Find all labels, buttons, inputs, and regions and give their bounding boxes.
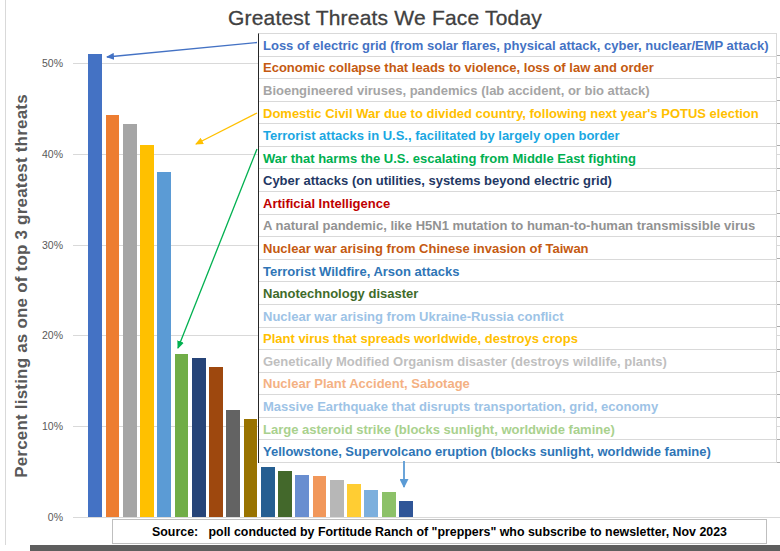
bar-17 (364, 490, 378, 517)
bar-8 (209, 367, 223, 517)
threat-label-row-15: Genetically Modified Organism disaster (… (259, 350, 776, 373)
bar-16 (347, 484, 361, 517)
threat-label-text: Nanotechnology disaster (263, 286, 418, 301)
bar-6 (175, 354, 189, 517)
threat-label-row-19: Yellowstone, Supervolcano eruption (bloc… (259, 440, 776, 463)
threat-label-text: Artificial Intelligence (263, 195, 390, 210)
threat-label-text: Cyber attacks (on utilities, systems bey… (263, 173, 612, 188)
threat-label-text: Bioengineered viruses, pandemics (lab ac… (263, 82, 650, 97)
bar-15 (330, 480, 344, 517)
gridline-0% (73, 517, 780, 518)
threat-label-row-16: Nuclear Plant Accident, Sabotage (259, 373, 776, 396)
threat-label-row-13: Nuclear war arising from Ukraine-Russia … (259, 305, 776, 328)
threat-label-text: Nuclear Plant Accident, Sabotage (263, 376, 470, 391)
threat-label-row-10: Nuclear war arising from Chinese invasio… (259, 237, 776, 260)
threat-label-text: Genetically Modified Organism disaster (… (263, 353, 667, 368)
threat-label-row-5: Terrorist attacks in U.S., facilitated b… (259, 124, 776, 147)
annotation-arrow-3 (178, 149, 257, 348)
threat-label-row-9: A natural pandemic, like H5N1 mutation t… (259, 215, 776, 238)
annotation-arrow-2 (196, 113, 257, 144)
bar-5 (157, 172, 171, 517)
threat-label-row-2: Economic collapse that leads to violence… (259, 57, 776, 80)
source-box: Source: poll conducted by Fortitude Ranc… (112, 519, 767, 544)
threat-label-row-17: Massive Earthquake that disrupts transpo… (259, 395, 776, 418)
bar-13 (295, 475, 309, 517)
bar-2 (106, 115, 120, 517)
chart-shadow-bottom (30, 545, 780, 551)
bar-12 (278, 471, 292, 517)
threat-label-text: Yellowstone, Supervolcano eruption (bloc… (263, 444, 711, 459)
threat-label-text: Economic collapse that leads to violence… (263, 60, 654, 75)
bar-18 (382, 492, 396, 517)
threat-label-list: Loss of electric grid (from solar flares… (258, 33, 777, 463)
annotation-arrow-1 (107, 43, 257, 58)
threat-label-row-11: Terrorist Wildfire, Arson attacks (259, 260, 776, 283)
bar-9 (226, 410, 240, 517)
threat-label-row-1: Loss of electric grid (from solar flares… (259, 34, 776, 57)
threat-label-row-12: Nanotechnology disaster (259, 282, 776, 305)
threat-label-text: War that harms the U.S. escalating from … (263, 150, 636, 165)
y-tick-label: 0% (15, 511, 63, 523)
bar-14 (313, 476, 327, 517)
threat-label-row-8: Artificial Intelligence (259, 192, 776, 215)
y-tick-label: 50% (15, 57, 63, 69)
threat-label-text: Nuclear war arising from Ukraine-Russia … (263, 308, 564, 323)
threat-label-text: Massive Earthquake that disrupts transpo… (263, 399, 658, 414)
threat-label-row-4: Domestic Civil War due to divided countr… (259, 102, 776, 125)
y-tick-label: 20% (15, 329, 63, 341)
threat-label-text: A natural pandemic, like H5N1 mutation t… (263, 218, 755, 233)
threat-label-text: Loss of electric grid (from solar flares… (263, 37, 769, 52)
threat-label-text: Large asteroid strike (blocks sunlight, … (263, 421, 615, 436)
bar-3 (123, 124, 137, 517)
source-text: Source: poll conducted by Fortitude Ranc… (152, 525, 727, 539)
y-axis-title: Percent listing as one of top 3 greatest… (12, 55, 32, 517)
threat-label-text: Terrorist Wildfire, Arson attacks (263, 263, 459, 278)
y-tick-label: 40% (15, 148, 63, 160)
y-tick-label: 10% (15, 420, 63, 432)
bar-4 (140, 145, 154, 517)
bar-10 (244, 419, 258, 517)
y-tick-label: 30% (15, 239, 63, 251)
bar-7 (192, 358, 206, 517)
bar-19 (399, 501, 413, 517)
threat-label-row-18: Large asteroid strike (blocks sunlight, … (259, 418, 776, 441)
chart-border-left (5, 0, 6, 545)
threat-label-text: Nuclear war arising from Chinese invasio… (263, 240, 589, 255)
threat-label-text: Plant virus that spreads worldwide, dest… (263, 331, 578, 346)
threat-label-row-6: War that harms the U.S. escalating from … (259, 147, 776, 170)
threat-label-row-14: Plant virus that spreads worldwide, dest… (259, 328, 776, 351)
bar-1 (88, 54, 102, 517)
threat-label-text: Domestic Civil War due to divided countr… (263, 105, 759, 120)
chart-page: Greatest Threats We Face Today Percent l… (0, 0, 780, 551)
threat-label-row-3: Bioengineered viruses, pandemics (lab ac… (259, 79, 776, 102)
threat-label-text: Terrorist attacks in U.S., facilitated b… (263, 128, 620, 143)
chart-title: Greatest Threats We Face Today (0, 6, 770, 30)
bar-11 (261, 467, 275, 517)
threat-label-row-7: Cyber attacks (on utilities, systems bey… (259, 169, 776, 192)
